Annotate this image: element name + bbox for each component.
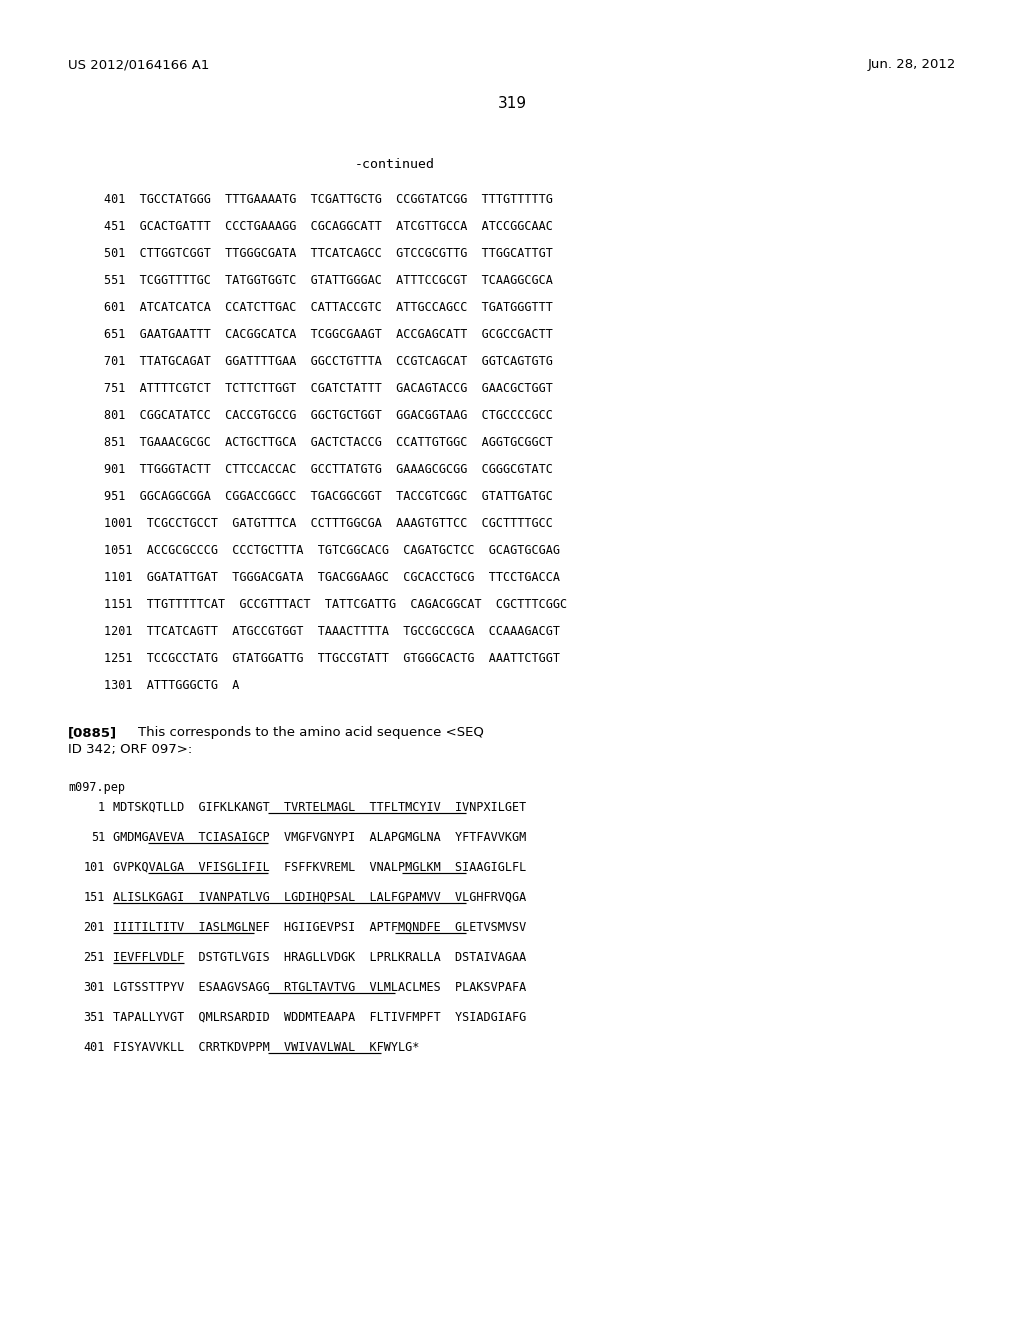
Text: 1251  TCCGCCTATG  GTATGGATTG  TTGCCGTATT  GTGGGCACTG  AAATTCTGGT: 1251 TCCGCCTATG GTATGGATTG TTGCCGTATT GT…: [104, 652, 560, 665]
Text: FISYAVVKLL  CRRTKDVPPM  VWIVAVLWAL  KFWYLG*: FISYAVVKLL CRRTKDVPPM VWIVAVLWAL KFWYLG*: [113, 1041, 420, 1053]
Text: 1001  TCGCCTGCCT  GATGTTTCA  CCTTTGGCGA  AAAGTGTTCC  CGCTTTTGCC: 1001 TCGCCTGCCT GATGTTTCA CCTTTGGCGA AAA…: [104, 517, 553, 531]
Text: 1301  ATTTGGGCTG  A: 1301 ATTTGGGCTG A: [104, 678, 240, 692]
Text: 251: 251: [84, 950, 105, 964]
Text: m097.pep: m097.pep: [68, 781, 125, 795]
Text: 1051  ACCGCGCCCG  CCCTGCTTTA  TGTCGGCACG  CAGATGCTCC  GCAGTGCGAG: 1051 ACCGCGCCCG CCCTGCTTTA TGTCGGCACG CA…: [104, 544, 560, 557]
Text: This corresponds to the amino acid sequence <SEQ: This corresponds to the amino acid seque…: [138, 726, 484, 739]
Text: 701  TTATGCAGAT  GGATTTTGAA  GGCCTGTTTA  CCGTCAGCAT  GGTCAGTGTG: 701 TTATGCAGAT GGATTTTGAA GGCCTGTTTA CCG…: [104, 355, 553, 368]
Text: 201: 201: [84, 921, 105, 935]
Text: 1: 1: [98, 801, 105, 814]
Text: -continued: -continued: [355, 158, 435, 172]
Text: IIITILTITV  IASLMGLNEF  HGIIGEVPSI  APTFMQNDFE  GLETVSMVSV: IIITILTITV IASLMGLNEF HGIIGEVPSI APTFMQN…: [113, 921, 526, 935]
Text: 1201  TTCATCAGTT  ATGCCGTGGT  TAAACTTTTA  TGCCGCCGCA  CCAAAGACGT: 1201 TTCATCAGTT ATGCCGTGGT TAAACTTTTA TG…: [104, 624, 560, 638]
Text: 501  CTTGGTCGGT  TTGGGCGATA  TTCATCAGCC  GTCCGCGTTG  TTGGCATTGT: 501 CTTGGTCGGT TTGGGCGATA TTCATCAGCC GTC…: [104, 247, 553, 260]
Text: GVPKQVALGA  VFISGLIFIL  FSFFKVREML  VNALPMGLKM  SIAAGIGLFL: GVPKQVALGA VFISGLIFIL FSFFKVREML VNALPMG…: [113, 861, 526, 874]
Text: ID 342; ORF 097>:: ID 342; ORF 097>:: [68, 743, 193, 756]
Text: 319: 319: [498, 96, 526, 111]
Text: 351: 351: [84, 1011, 105, 1024]
Text: 751  ATTTTCGTCT  TCTTCTTGGT  CGATCTATTT  GACAGTACCG  GAACGCTGGT: 751 ATTTTCGTCT TCTTCTTGGT CGATCTATTT GAC…: [104, 381, 553, 395]
Text: 151: 151: [84, 891, 105, 904]
Text: 451  GCACTGATTT  CCCTGAAAGG  CGCAGGCATT  ATCGTTGCCA  ATCCGGCAAC: 451 GCACTGATTT CCCTGAAAGG CGCAGGCATT ATC…: [104, 220, 553, 234]
Text: MDTSKQTLLD  GIFKLKANGT  TVRTELMAGL  TTFLTMCYIV  IVNPXILGET: MDTSKQTLLD GIFKLKANGT TVRTELMAGL TTFLTMC…: [113, 801, 526, 814]
Text: 851  TGAAACGCGC  ACTGCTTGCA  GACTCTACCG  CCATTGTGGC  AGGTGCGGCT: 851 TGAAACGCGC ACTGCTTGCA GACTCTACCG CCA…: [104, 436, 553, 449]
Text: US 2012/0164166 A1: US 2012/0164166 A1: [68, 58, 209, 71]
Text: 51: 51: [91, 832, 105, 843]
Text: 1151  TTGTTTTTCAT  GCCGTTTACT  TATTCGATTG  CAGACGGCAT  CGCTTTCGGC: 1151 TTGTTTTTCAT GCCGTTTACT TATTCGATTG C…: [104, 598, 567, 611]
Text: 301: 301: [84, 981, 105, 994]
Text: IEVFFLVDLF  DSTGTLVGIS  HRAGLLVDGK  LPRLKRALLA  DSTAIVAGAA: IEVFFLVDLF DSTGTLVGIS HRAGLLVDGK LPRLKRA…: [113, 950, 526, 964]
Text: 1101  GGATATTGAT  TGGGACGATA  TGACGGAAGC  CGCACCTGCG  TTCCTGACCA: 1101 GGATATTGAT TGGGACGATA TGACGGAAGC CG…: [104, 572, 560, 583]
Text: 401: 401: [84, 1041, 105, 1053]
Text: 901  TTGGGTACTT  CTTCCACCAC  GCCTTATGTG  GAAAGCGCGG  CGGGCGTATC: 901 TTGGGTACTT CTTCCACCAC GCCTTATGTG GAA…: [104, 463, 553, 477]
Text: TAPALLYVGT  QMLRSARDID  WDDMTEAAPA  FLTIVFMPFT  YSIADGIAFG: TAPALLYVGT QMLRSARDID WDDMTEAAPA FLTIVFM…: [113, 1011, 526, 1024]
Text: 601  ATCATCATCA  CCATCTTGAC  CATTACCGTC  ATTGCCAGCC  TGATGGGTTT: 601 ATCATCATCA CCATCTTGAC CATTACCGTC ATT…: [104, 301, 553, 314]
Text: 801  CGGCATATCC  CACCGTGCCG  GGCTGCTGGT  GGACGGTAAG  CTGCCCCGCC: 801 CGGCATATCC CACCGTGCCG GGCTGCTGGT GGA…: [104, 409, 553, 422]
Text: GMDMGAVEVA  TCIASAIGCP  VMGFVGNYPI  ALAPGMGLNA  YFTFAVVKGM: GMDMGAVEVA TCIASAIGCP VMGFVGNYPI ALAPGMG…: [113, 832, 526, 843]
Text: 951  GGCAGGCGGA  CGGACCGGCC  TGACGGCGGT  TACCGTCGGC  GTATTGATGC: 951 GGCAGGCGGA CGGACCGGCC TGACGGCGGT TAC…: [104, 490, 553, 503]
Text: 551  TCGGTTTTGC  TATGGTGGTC  GTATTGGGAC  ATTTCCGCGT  TCAAGGCGCA: 551 TCGGTTTTGC TATGGTGGTC GTATTGGGAC ATT…: [104, 275, 553, 286]
Text: ALISLKGAGI  IVANPATLVG  LGDIHQPSAL  LALFGPAMVV  VLGHFRVQGA: ALISLKGAGI IVANPATLVG LGDIHQPSAL LALFGPA…: [113, 891, 526, 904]
Text: 651  GAATGAATTT  CACGGCATCA  TCGGCGAAGT  ACCGAGCATT  GCGCCGACTT: 651 GAATGAATTT CACGGCATCA TCGGCGAAGT ACC…: [104, 327, 553, 341]
Text: 101: 101: [84, 861, 105, 874]
Text: 401  TGCCTATGGG  TTTGAAAATG  TCGATTGCTG  CCGGTATCGG  TTTGTTTTTG: 401 TGCCTATGGG TTTGAAAATG TCGATTGCTG CCG…: [104, 193, 553, 206]
Text: LGTSSTTPYV  ESAAGVSAGG  RTGLTAVTVG  VLMLACLMES  PLAKSVPAFA: LGTSSTTPYV ESAAGVSAGG RTGLTAVTVG VLMLACL…: [113, 981, 526, 994]
Text: [0885]: [0885]: [68, 726, 117, 739]
Text: Jun. 28, 2012: Jun. 28, 2012: [867, 58, 956, 71]
